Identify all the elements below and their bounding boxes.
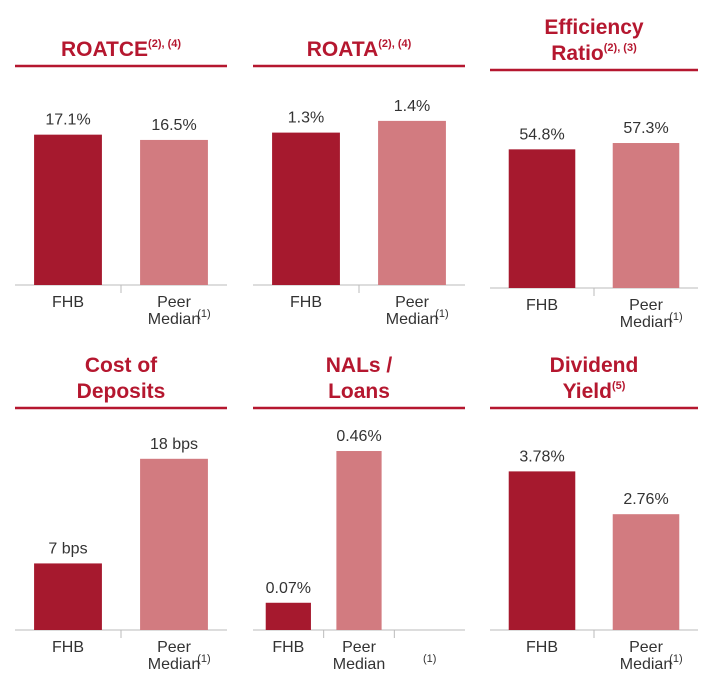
value-label: 16.5% (151, 117, 196, 134)
value-label: 18 bps (150, 436, 198, 453)
x-tick-label-line: FHB (290, 294, 322, 311)
chart-title-line: Dividend (550, 354, 639, 377)
bar (378, 120, 446, 285)
chart-title: Ratio(2), (3) (551, 42, 637, 65)
x-tick-label-line: Peer (395, 294, 429, 311)
chart-title-superscript: (2), (4) (148, 38, 181, 50)
chart-title-superscript: (2), (3) (604, 42, 637, 54)
value-label: 0.46% (336, 428, 381, 445)
value-label: 2.76% (623, 491, 668, 508)
bar (265, 602, 311, 630)
chart-title-line: Cost of (85, 354, 158, 377)
x-tick-label: FHB (272, 639, 304, 656)
x-tick-label-line: Peer (157, 294, 191, 311)
x-tick-label: Peer Median (148, 639, 200, 673)
x-tick-label-line: FHB (526, 297, 558, 314)
bar (272, 132, 340, 285)
bar (34, 134, 102, 285)
value-label: 57.3% (623, 120, 668, 137)
chart-title: Loans (328, 380, 390, 403)
x-tick-label-line: FHB (272, 639, 304, 656)
x-tick-label-line: Peer (629, 639, 663, 656)
bar (612, 514, 680, 630)
x-tick-label: Peer Median (333, 639, 385, 673)
bar (34, 563, 102, 630)
chart-title: Efficiency (544, 16, 644, 39)
bar (508, 149, 576, 288)
x-tick-label: FHB (526, 639, 558, 656)
chart-title-superscript: (5) (612, 380, 626, 392)
value-label: 3.78% (519, 448, 564, 465)
value-label: 54.8% (519, 126, 564, 143)
chart-title-line: Loans (328, 380, 390, 403)
category-footnote: (1) (197, 308, 210, 320)
bar (612, 143, 680, 288)
x-tick-label-line: Peer (342, 639, 376, 656)
chart-title: ROATCE(2), (4) (61, 38, 181, 61)
chart-title-line: ROATA (307, 38, 379, 61)
x-tick-label: Peer Median (386, 294, 438, 328)
chart-title-line: Efficiency (544, 16, 644, 39)
x-tick-label: Peer Median (620, 639, 672, 673)
x-tick-label-line: FHB (526, 639, 558, 656)
category-footnote: (1) (435, 308, 448, 320)
x-tick-label-line: Median (620, 314, 672, 331)
x-tick-label: FHB (290, 294, 322, 311)
value-label: 0.07% (266, 580, 311, 597)
x-tick-label-line: Median (386, 311, 438, 328)
x-tick-label-line: Peer (157, 639, 191, 656)
value-label: 17.1% (45, 112, 90, 129)
bar (140, 458, 208, 630)
chart-title: Dividend (550, 354, 639, 377)
category-footnote: (1) (669, 653, 682, 665)
x-tick-label-line: Median (620, 656, 672, 673)
value-label: 1.3% (288, 110, 324, 127)
chart-title: Yield(5) (563, 380, 626, 403)
x-tick-label-line: Median (148, 656, 200, 673)
chart-title-line: Ratio (551, 42, 604, 65)
chart-title-line: Yield (563, 380, 612, 403)
category-footnote: (1) (423, 653, 436, 665)
chart-title-superscript: (2), (4) (378, 38, 411, 50)
bar (140, 139, 208, 285)
chart-title: Cost of (85, 354, 158, 377)
bar (508, 471, 576, 630)
value-label: 1.4% (394, 98, 430, 115)
chart-title: Deposits (77, 380, 166, 403)
chart-title: NALs / (326, 354, 393, 377)
bar (336, 451, 382, 630)
x-tick-label-line: Median (333, 656, 385, 673)
x-tick-label: FHB (526, 297, 558, 314)
category-footnote: (1) (669, 311, 682, 323)
x-tick-label: Peer Median (148, 294, 200, 328)
x-tick-label: FHB (52, 294, 84, 311)
chart-title-line: NALs / (326, 354, 393, 377)
chart-title-line: ROATCE (61, 38, 148, 61)
chart-title-line: Deposits (77, 380, 166, 403)
x-tick-label-line: FHB (52, 294, 84, 311)
x-tick-label-line: Median (148, 311, 200, 328)
category-footnote: (1) (197, 653, 210, 665)
chart-title: ROATA(2), (4) (307, 38, 412, 61)
x-tick-label-line: FHB (52, 639, 84, 656)
x-tick-label-line: Peer (629, 297, 663, 314)
value-label: 7 bps (48, 540, 87, 557)
x-tick-label: FHB (52, 639, 84, 656)
x-tick-label: Peer Median (620, 297, 672, 331)
